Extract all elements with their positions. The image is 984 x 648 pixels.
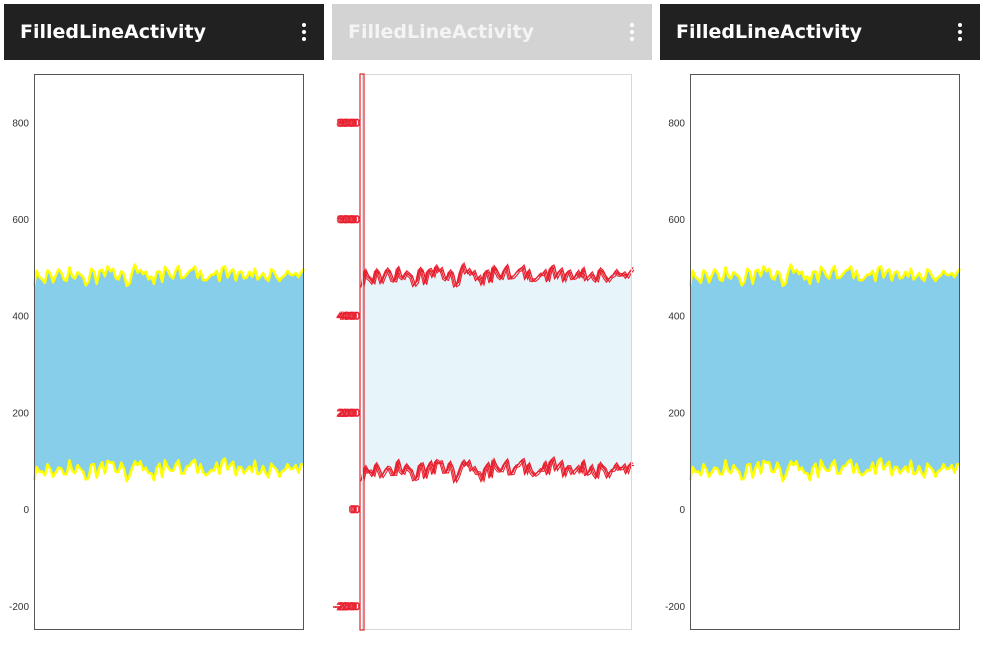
app-bar: FilledLineActivity	[4, 4, 324, 60]
y-tick-label: -200	[333, 601, 355, 613]
y-tick-label: 800	[339, 117, 357, 129]
more-vert-icon[interactable]	[620, 16, 644, 48]
y-tick-label: 400	[339, 311, 357, 323]
y-tick-label: 600	[342, 214, 360, 226]
series-line-1	[32, 457, 305, 483]
series-line-0-stroke-2	[360, 264, 632, 289]
y-tick-label: -200	[665, 602, 685, 613]
more-vert-icon[interactable]	[948, 16, 972, 48]
more-vert-icon[interactable]	[292, 16, 316, 48]
y-tick-label: 200	[12, 408, 29, 419]
app-title: FilledLineActivity	[348, 21, 534, 43]
y-axis-highlight	[359, 73, 365, 631]
y-tick-label: -200	[9, 602, 29, 613]
y-tick-label: 400	[337, 311, 355, 323]
app-title: FilledLineActivity	[20, 21, 206, 43]
y-tick-label: 400	[668, 312, 685, 323]
y-tick-label: 200	[342, 407, 360, 419]
y-tick-label: 800	[342, 117, 360, 129]
series-line-0-stroke-3	[363, 263, 635, 288]
y-tick-label: 600	[668, 215, 685, 226]
y-tick-label: 600	[337, 214, 355, 226]
chart-svg: 800 600 400 200 0 -200	[665, 74, 961, 630]
filled-area	[362, 264, 632, 482]
y-tick-label: 0	[679, 505, 685, 516]
chart-frame	[362, 74, 632, 630]
app-bar: FilledLineActivity	[332, 4, 652, 60]
pane-right: FilledLineActivity 800 600 400 200 0 -200	[660, 0, 980, 648]
series-line-0	[32, 263, 305, 288]
y-tick-label: 600	[12, 215, 29, 226]
y-tick-label: -200	[338, 601, 360, 613]
chart-frame	[34, 74, 304, 630]
y-tick-label: 400	[342, 311, 360, 323]
y-tick-label: 400	[12, 312, 29, 323]
series-line-1-stroke-2	[360, 458, 632, 484]
y-tick-label: 0	[23, 505, 29, 516]
series-line-1-stroke-3	[363, 458, 635, 484]
pane-left: FilledLineActivity 800 600 400 200 0 -200	[4, 0, 324, 648]
y-tick-label: 800	[337, 117, 355, 129]
y-tick-label: 0	[351, 504, 357, 516]
y-tick-label: 800	[12, 118, 29, 129]
y-tick-label: 600	[339, 214, 357, 226]
y-tick-label: 200	[339, 407, 357, 419]
y-tick-label: 800	[668, 118, 685, 129]
chart-svg: 800 600 400 200 0 -200	[9, 74, 305, 630]
filled-area	[34, 264, 304, 482]
app-title: FilledLineActivity	[676, 21, 862, 43]
chart-svg: 800800800600600600400400400200200200000-…	[333, 73, 635, 631]
filled-line-chart[interactable]: 800 600 400 200 0 -200	[660, 60, 980, 648]
y-tick-label: 200	[337, 407, 355, 419]
y-tick-label: -200	[335, 601, 357, 613]
y-tick-label: 0	[349, 504, 355, 516]
chart-frame	[690, 74, 960, 630]
app-bar: FilledLineActivity	[660, 4, 980, 60]
filled-line-chart-highlighted[interactable]: 800 800 800 600 600 600 400 400 400 200 200 200 0 0 0-…	[332, 60, 652, 648]
series-line-1	[688, 457, 961, 483]
y-tick-label: 0	[354, 504, 360, 516]
series-line-0	[688, 263, 961, 288]
y-tick-label: 200	[668, 408, 685, 419]
filled-area	[690, 264, 960, 482]
filled-line-chart[interactable]: 800 600 400 200 0 -200	[4, 60, 324, 648]
pane-middle: FilledLineActivity 800 800 800 600 600 600 400…	[332, 0, 652, 648]
